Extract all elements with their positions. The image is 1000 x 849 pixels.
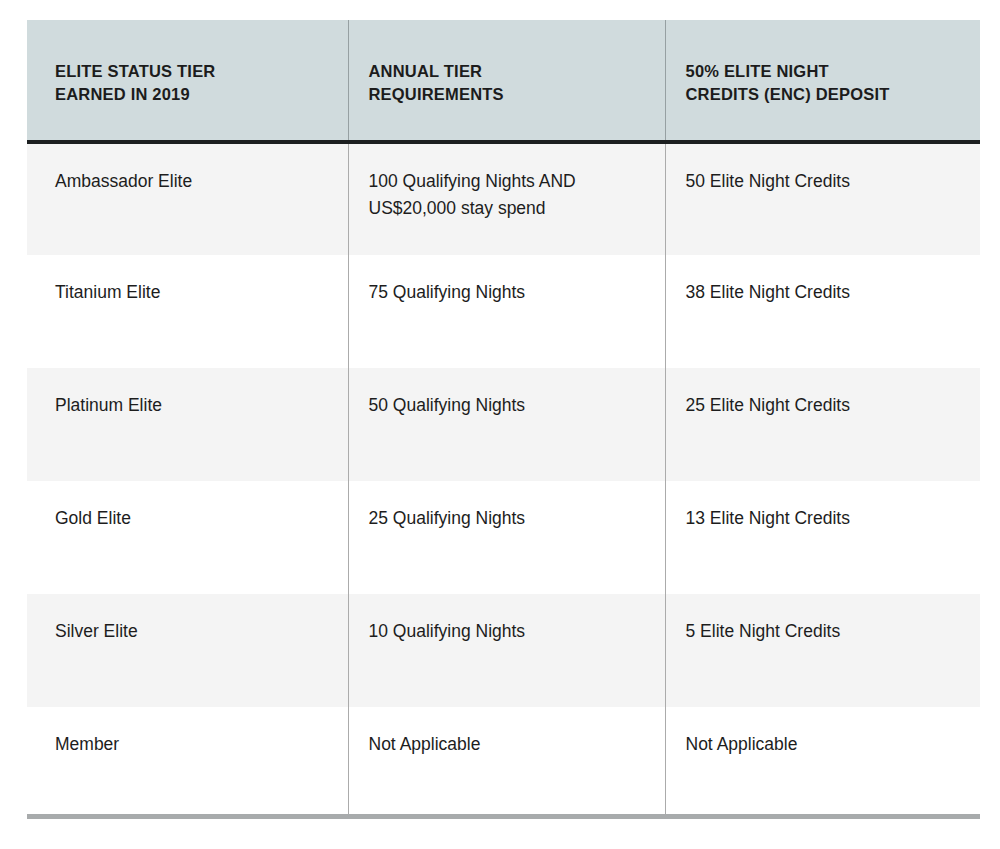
cell-tier: Member (27, 707, 348, 814)
column-header-requirements-line1: ANNUAL TIER (369, 60, 647, 83)
cell-requirement: 25 Qualifying Nights (348, 481, 665, 594)
column-header-requirements-line2: REQUIREMENTS (369, 83, 647, 106)
table-header-row: ELITE STATUS TIER EARNED IN 2019 ANNUAL … (27, 20, 980, 142)
cell-deposit: 5 Elite Night Credits (665, 594, 980, 707)
cell-requirement: 100 Qualifying Nights AND US$20,000 stay… (348, 142, 665, 255)
column-header-tier: ELITE STATUS TIER EARNED IN 2019 (27, 20, 348, 142)
cell-deposit: Not Applicable (665, 707, 980, 814)
elite-status-table-container: ELITE STATUS TIER EARNED IN 2019 ANNUAL … (27, 20, 980, 819)
table-row-member: Member Not Applicable Not Applicable (27, 707, 980, 814)
column-header-requirements: ANNUAL TIER REQUIREMENTS (348, 20, 665, 142)
table-row-silver: Silver Elite 10 Qualifying Nights 5 Elit… (27, 594, 980, 707)
page-root: ELITE STATUS TIER EARNED IN 2019 ANNUAL … (0, 0, 1000, 849)
cell-deposit: 13 Elite Night Credits (665, 481, 980, 594)
cell-requirement: 50 Qualifying Nights (348, 368, 665, 481)
column-header-tier-line2: EARNED IN 2019 (55, 83, 330, 106)
cell-deposit: 25 Elite Night Credits (665, 368, 980, 481)
table-row-platinum: Platinum Elite 50 Qualifying Nights 25 E… (27, 368, 980, 481)
elite-status-table: ELITE STATUS TIER EARNED IN 2019 ANNUAL … (27, 20, 980, 814)
table-row-titanium: Titanium Elite 75 Qualifying Nights 38 E… (27, 255, 980, 368)
table-bottom-rule (27, 814, 980, 819)
column-header-tier-line1: ELITE STATUS TIER (55, 60, 330, 83)
cell-tier: Gold Elite (27, 481, 348, 594)
cell-tier: Titanium Elite (27, 255, 348, 368)
table-row-ambassador: Ambassador Elite 100 Qualifying Nights A… (27, 142, 980, 255)
cell-deposit: 38 Elite Night Credits (665, 255, 980, 368)
table-row-gold: Gold Elite 25 Qualifying Nights 13 Elite… (27, 481, 980, 594)
cell-requirement: 75 Qualifying Nights (348, 255, 665, 368)
cell-tier: Silver Elite (27, 594, 348, 707)
cell-tier: Platinum Elite (27, 368, 348, 481)
column-header-deposit: 50% ELITE NIGHT CREDITS (ENC) DEPOSIT (665, 20, 980, 142)
cell-requirement: 10 Qualifying Nights (348, 594, 665, 707)
column-header-deposit-line2: CREDITS (ENC) DEPOSIT (686, 83, 963, 106)
cell-deposit: 50 Elite Night Credits (665, 142, 980, 255)
cell-tier: Ambassador Elite (27, 142, 348, 255)
cell-requirement: Not Applicable (348, 707, 665, 814)
column-header-deposit-line1: 50% ELITE NIGHT (686, 60, 963, 83)
